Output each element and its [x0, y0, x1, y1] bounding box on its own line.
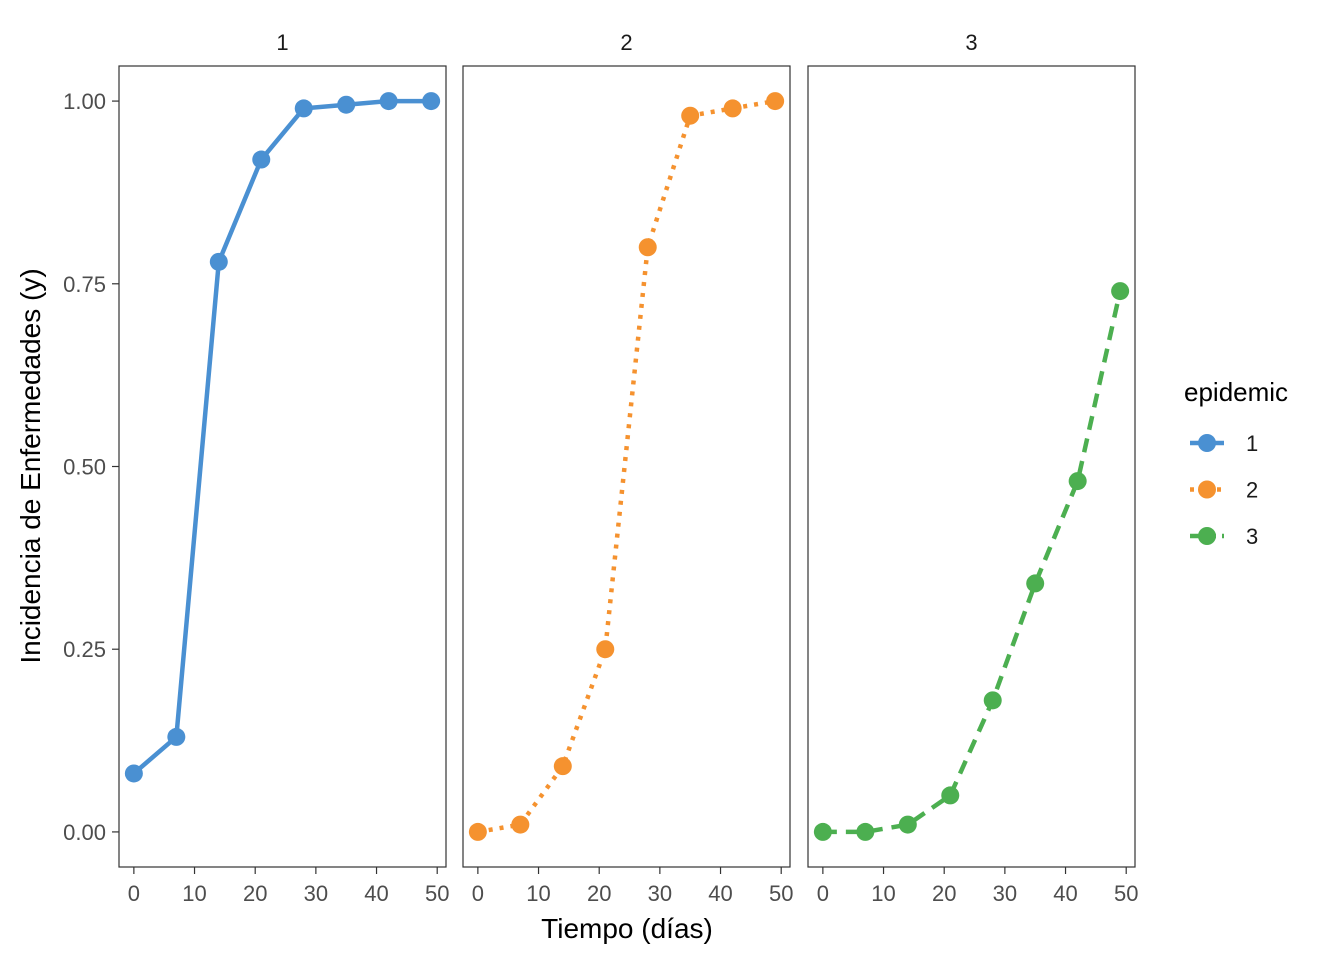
- facet-label-1: 1: [276, 30, 288, 55]
- x-tick-label: 10: [526, 881, 550, 906]
- x-tick-label: 30: [304, 881, 328, 906]
- x-tick-label: 0: [817, 881, 829, 906]
- y-tick-label: 0.00: [63, 820, 106, 845]
- x-tick-label: 10: [871, 881, 895, 906]
- x-tick-label: 0: [472, 881, 484, 906]
- x-tick-label: 50: [425, 881, 449, 906]
- data-point-3: [813, 822, 832, 841]
- x-tick-label: 40: [708, 881, 732, 906]
- data-point-2: [596, 640, 615, 659]
- facet-label-2: 2: [620, 30, 632, 55]
- x-tick-label: 20: [932, 881, 956, 906]
- data-point-3: [898, 815, 917, 834]
- data-point-2: [468, 822, 487, 841]
- x-tick-label: 30: [993, 881, 1017, 906]
- data-point-1: [124, 764, 143, 783]
- y-axis-title: Incidencia de Enfermedades (y): [15, 268, 46, 663]
- data-point-1: [167, 727, 186, 746]
- y-tick-label: 0.75: [63, 272, 106, 297]
- x-tick-label: 0: [128, 881, 140, 906]
- x-tick-label: 50: [769, 881, 793, 906]
- data-point-1: [252, 150, 271, 169]
- x-tick-label: 40: [1053, 881, 1077, 906]
- data-point-1: [209, 252, 228, 271]
- data-point-2: [723, 99, 742, 118]
- x-tick-label: 30: [648, 881, 672, 906]
- data-point-3: [1026, 574, 1045, 593]
- y-tick-label: 0.50: [63, 455, 106, 480]
- x-tick-label: 20: [243, 881, 267, 906]
- data-point-2: [681, 106, 700, 125]
- data-point-3: [856, 822, 875, 841]
- series-line-1: [132, 98, 432, 776]
- data-point-1: [294, 99, 313, 118]
- series-line-2: [477, 98, 776, 835]
- x-axis-title: Tiempo (días): [541, 913, 713, 944]
- data-point-2: [766, 92, 785, 111]
- data-point-3: [941, 786, 960, 805]
- data-point-2: [511, 815, 530, 834]
- legend-label-1: 1: [1246, 431, 1258, 456]
- series-line-3: [822, 290, 1123, 835]
- panel-border: [807, 65, 1136, 868]
- data-point-3: [1111, 282, 1130, 301]
- legend-label-3: 3: [1246, 524, 1258, 549]
- panel-border: [462, 65, 791, 868]
- facet-label-3: 3: [965, 30, 977, 55]
- legend-key-point-1: [1198, 434, 1216, 452]
- data-point-1: [422, 92, 441, 111]
- y-tick-label: 1.00: [63, 89, 106, 114]
- data-point-1: [337, 95, 356, 114]
- data-point-1: [379, 92, 398, 111]
- y-tick-label: 0.25: [63, 637, 106, 662]
- legend-key-point-3: [1198, 527, 1216, 545]
- data-point-2: [638, 238, 657, 257]
- x-tick-label: 10: [182, 881, 206, 906]
- legend-key-point-2: [1198, 480, 1216, 499]
- legend-label-2: 2: [1246, 478, 1258, 503]
- data-point-3: [1068, 472, 1087, 491]
- data-point-3: [983, 691, 1002, 710]
- x-tick-label: 40: [364, 881, 388, 906]
- x-tick-label: 50: [1114, 881, 1138, 906]
- legend-title: epidemic: [1184, 377, 1288, 407]
- x-tick-label: 20: [587, 881, 611, 906]
- data-point-2: [553, 757, 572, 776]
